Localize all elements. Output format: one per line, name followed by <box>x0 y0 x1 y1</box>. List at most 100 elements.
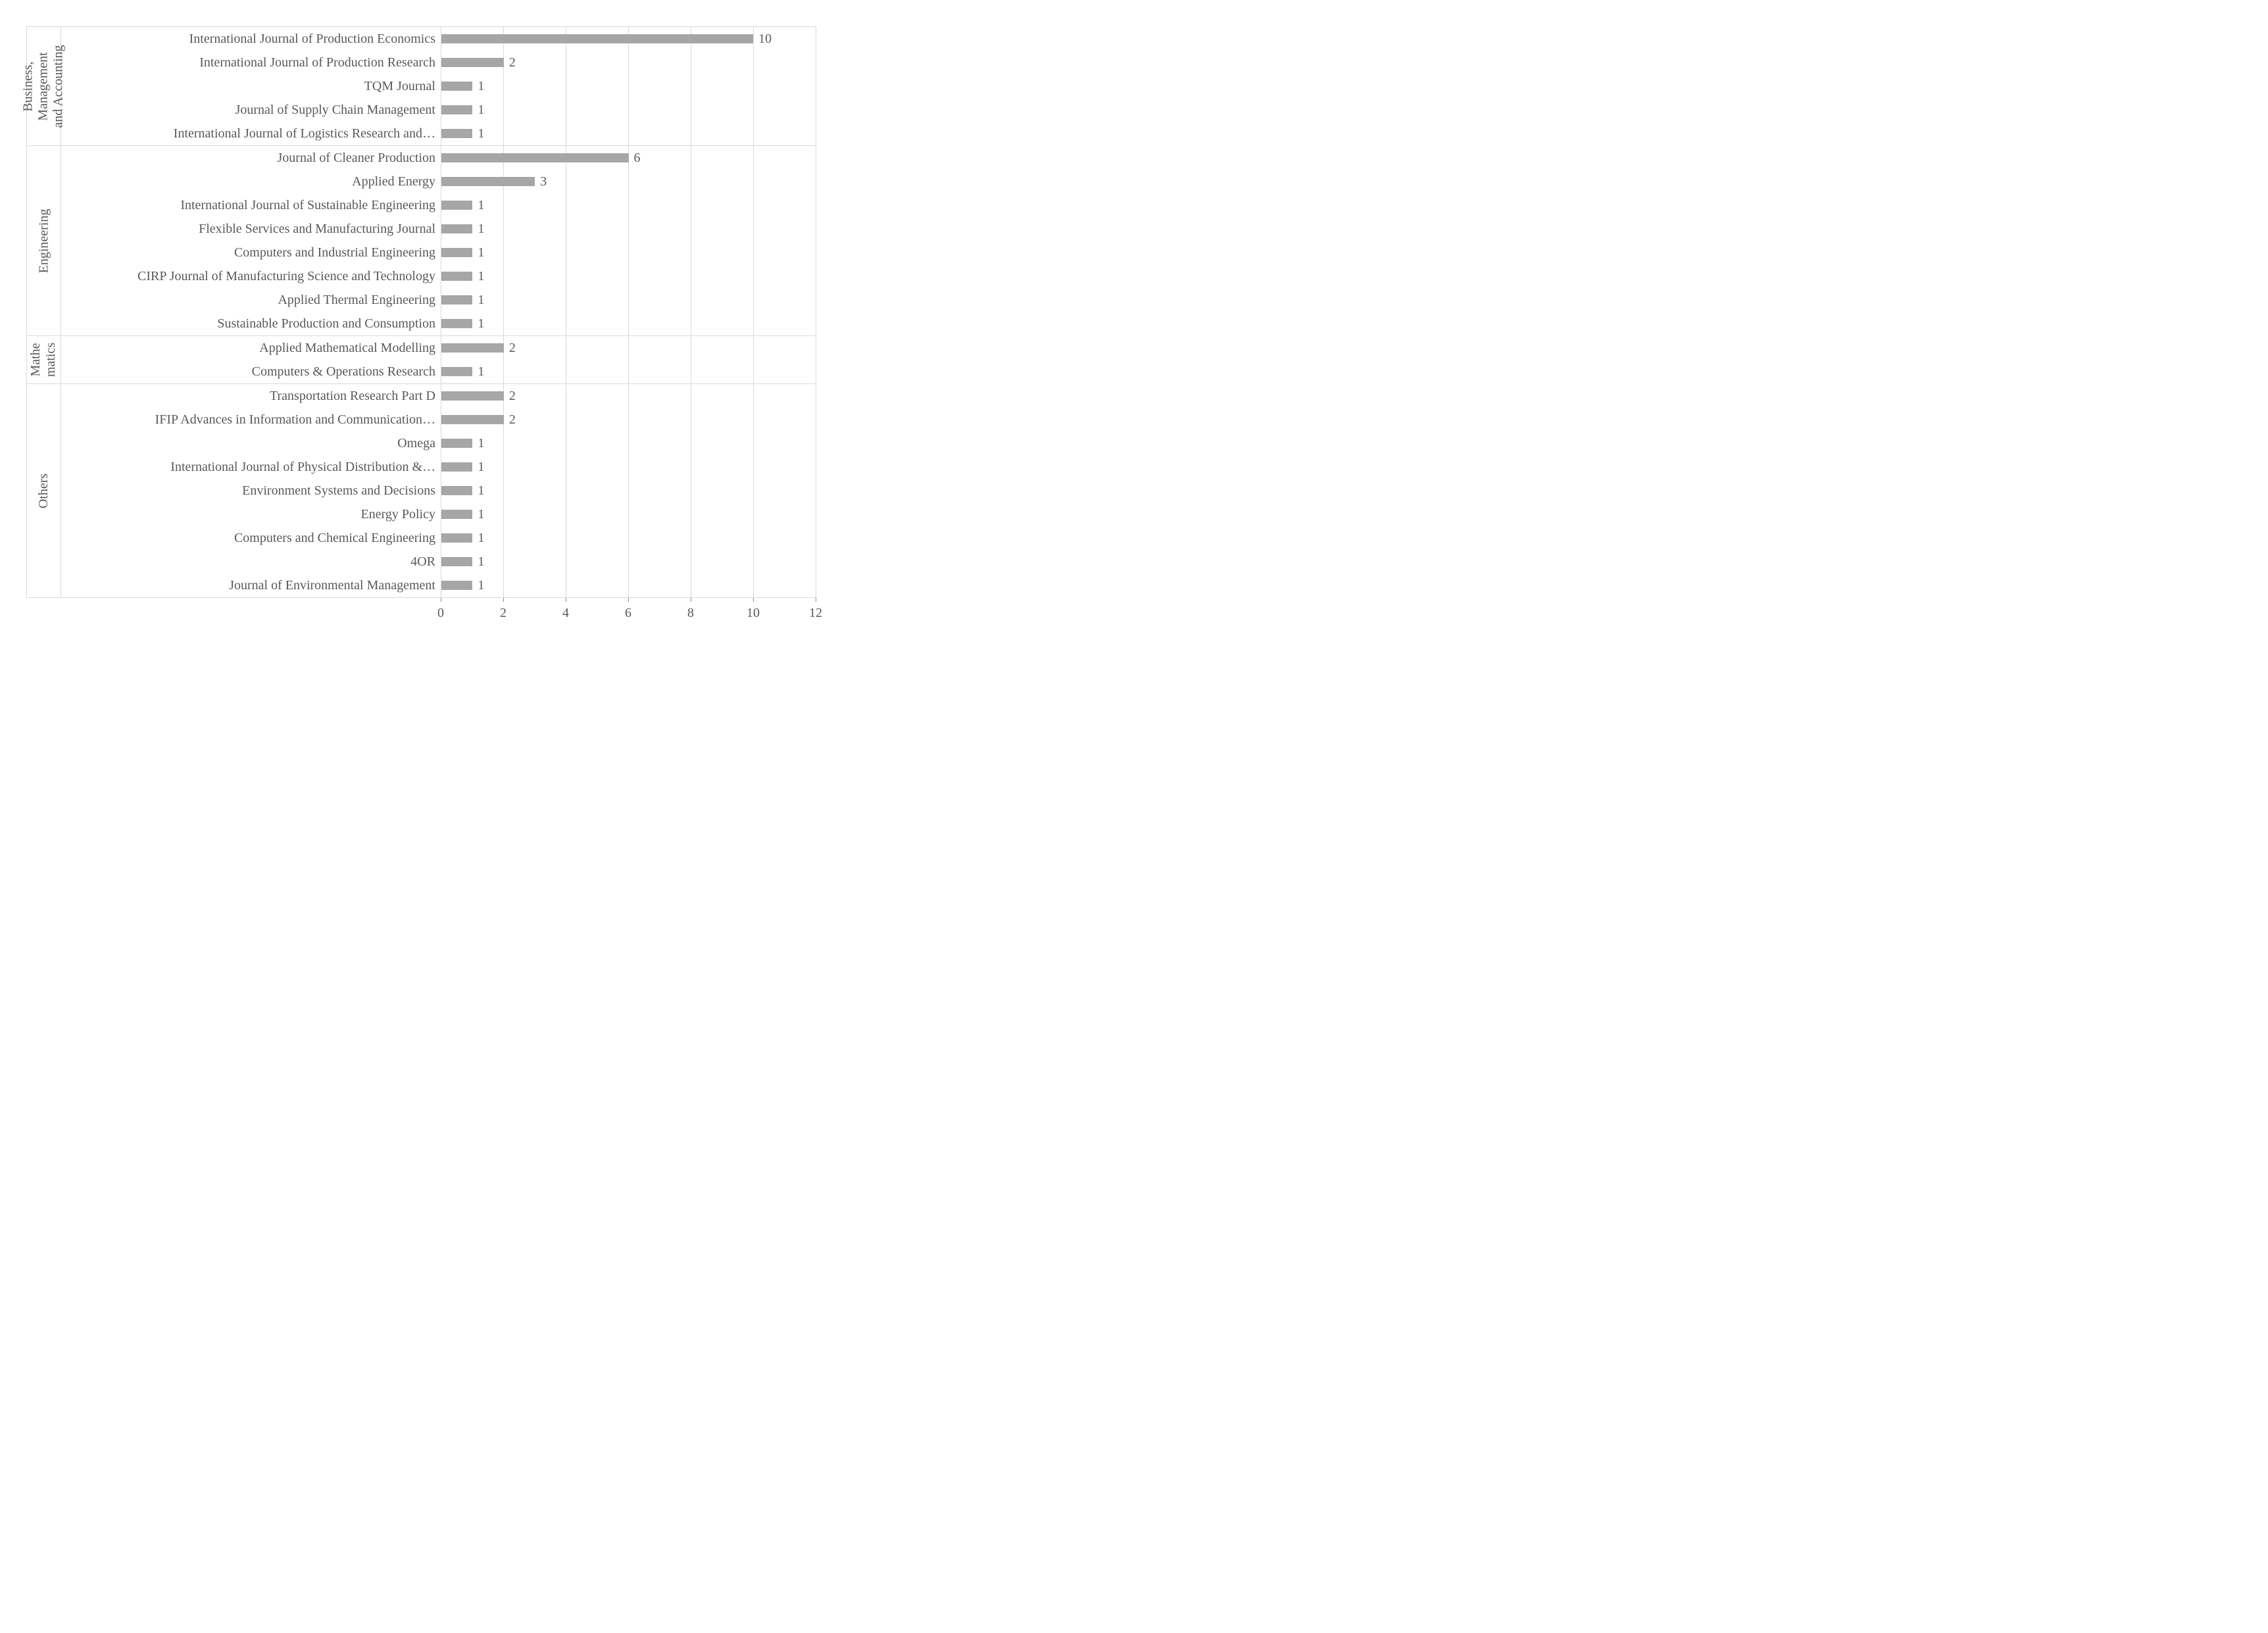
value-label: 2 <box>509 341 516 356</box>
category-label-wrap: Mathe matics <box>26 336 61 383</box>
bar <box>441 34 753 43</box>
bar <box>441 343 504 353</box>
category-group: Engineering Journal of Cleaner Production… <box>26 145 816 335</box>
journal-label: Energy Policy <box>61 504 441 525</box>
bar-row: 4OR 1 <box>61 550 816 573</box>
bar-row: International Journal of Production Rese… <box>61 51 816 74</box>
journal-frequency-chart: Business, Management and AccountingInter… <box>26 26 816 625</box>
value-label: 1 <box>478 531 484 546</box>
value-label: 1 <box>478 460 484 475</box>
journal-label: Journal of Supply Chain Management <box>61 99 441 120</box>
bar-row: Transportation Research Part D2 <box>61 384 816 408</box>
bar-row: Omega1 <box>61 431 816 455</box>
bar-row: Energy Policy 1 <box>61 502 816 526</box>
bar-zone: 1 <box>441 195 816 215</box>
bar <box>441 391 504 401</box>
category-label: Others <box>36 473 51 508</box>
bar-row: Computers and Industrial Engineering 1 <box>61 241 816 264</box>
bar-zone: 3 <box>441 172 816 191</box>
x-axis-ticks: 024681012 <box>441 606 816 625</box>
journal-label: IFIP Advances in Information and Communi… <box>61 409 441 430</box>
group-rows: Transportation Research Part D2IFIP Adva… <box>61 384 816 597</box>
bar <box>441 319 472 328</box>
x-axis: 024681012 <box>26 606 816 625</box>
value-label: 2 <box>509 412 516 427</box>
value-label: 1 <box>478 198 484 213</box>
bar <box>441 224 472 233</box>
value-label: 10 <box>758 32 772 47</box>
bar <box>441 486 472 495</box>
bar <box>441 58 504 67</box>
journal-label: CIRP Journal of Manufacturing Science an… <box>61 266 441 287</box>
value-label: 1 <box>478 293 484 308</box>
plot-area: Business, Management and AccountingInter… <box>26 26 816 598</box>
category-label: Mathe matics <box>29 343 59 377</box>
bar-zone: 6 <box>441 148 816 168</box>
journal-label: Applied Thermal Engineering <box>61 289 441 310</box>
bar-zone: 1 <box>441 266 816 286</box>
bar-row: Flexible Services and Manufacturing Jour… <box>61 217 816 241</box>
x-tick-label: 0 <box>437 606 444 621</box>
value-label: 3 <box>540 174 547 189</box>
value-label: 1 <box>478 554 484 570</box>
journal-label: TQM Journal <box>61 76 441 97</box>
value-label: 1 <box>478 245 484 260</box>
bar <box>441 248 472 257</box>
bar-zone: 2 <box>441 410 816 429</box>
value-label: 2 <box>509 389 516 404</box>
bar-zone: 1 <box>441 504 816 524</box>
value-label: 1 <box>478 222 484 237</box>
journal-label: Computers & Operations Research <box>61 361 441 382</box>
bar-row: International Journal of Sustainable Eng… <box>61 193 816 217</box>
category-label-wrap: Engineering <box>26 146 61 335</box>
x-tick-label: 6 <box>625 606 631 621</box>
bar-zone: 1 <box>441 124 816 143</box>
bar-zone: 10 <box>441 29 816 49</box>
x-tick-label: 2 <box>500 606 506 621</box>
bar-zone: 1 <box>441 433 816 453</box>
value-label: 1 <box>478 103 484 118</box>
group-rows: Applied Mathematical Modelling2Computers… <box>61 336 816 383</box>
journal-label: 4OR <box>61 551 441 572</box>
journal-label: Computers and Industrial Engineering <box>61 242 441 263</box>
bar-row: International Journal of Physical Distri… <box>61 455 816 479</box>
bar-row: Journal of Supply Chain Management 1 <box>61 98 816 122</box>
bar-row: CIRP Journal of Manufacturing Science an… <box>61 264 816 288</box>
bar-row: Applied Energy 3 <box>61 170 816 193</box>
journal-label: International Journal of Production Econ… <box>61 28 441 49</box>
bar-zone: 2 <box>441 386 816 406</box>
x-tickmark <box>628 598 629 602</box>
bar <box>441 272 472 281</box>
category-label-wrap: Business, Management and Accounting <box>26 27 61 145</box>
journal-label: Environment Systems and Decisions <box>61 480 441 501</box>
journal-label: Flexible Services and Manufacturing Jour… <box>61 218 441 239</box>
bar <box>441 153 629 162</box>
category-label-wrap: Others <box>26 384 61 597</box>
journal-label: International Journal of Production Rese… <box>61 52 441 73</box>
category-group: Others Transportation Research Part D2IFI… <box>26 383 816 598</box>
value-label: 1 <box>478 269 484 284</box>
journal-label: International Journal of Logistics Resea… <box>61 123 441 144</box>
bar-zone: 1 <box>441 290 816 310</box>
plot-wrapper: Business, Management and AccountingInter… <box>26 26 816 598</box>
bar-zone: 1 <box>441 219 816 239</box>
bar-zone: 1 <box>441 552 816 572</box>
journal-label: Applied Energy <box>61 171 441 192</box>
bar-row: Journal of Environmental Management1 <box>61 573 816 597</box>
x-tick-label: 4 <box>562 606 569 621</box>
value-label: 1 <box>478 316 484 331</box>
category-group: Business, Management and AccountingInter… <box>26 26 816 145</box>
bar <box>441 367 472 376</box>
journal-label: Journal of Cleaner Production <box>61 147 441 168</box>
category-label: Engineering <box>36 208 51 273</box>
bar-zone: 1 <box>441 575 816 595</box>
bar-row: TQM Journal 1 <box>61 74 816 98</box>
bar <box>441 533 472 543</box>
value-label: 1 <box>478 79 484 94</box>
value-label: 1 <box>478 578 484 593</box>
bar <box>441 177 535 186</box>
bar <box>441 510 472 519</box>
value-label: 1 <box>478 507 484 522</box>
journal-label: International Journal of Sustainable Eng… <box>61 195 441 216</box>
bar-zone: 1 <box>441 243 816 262</box>
